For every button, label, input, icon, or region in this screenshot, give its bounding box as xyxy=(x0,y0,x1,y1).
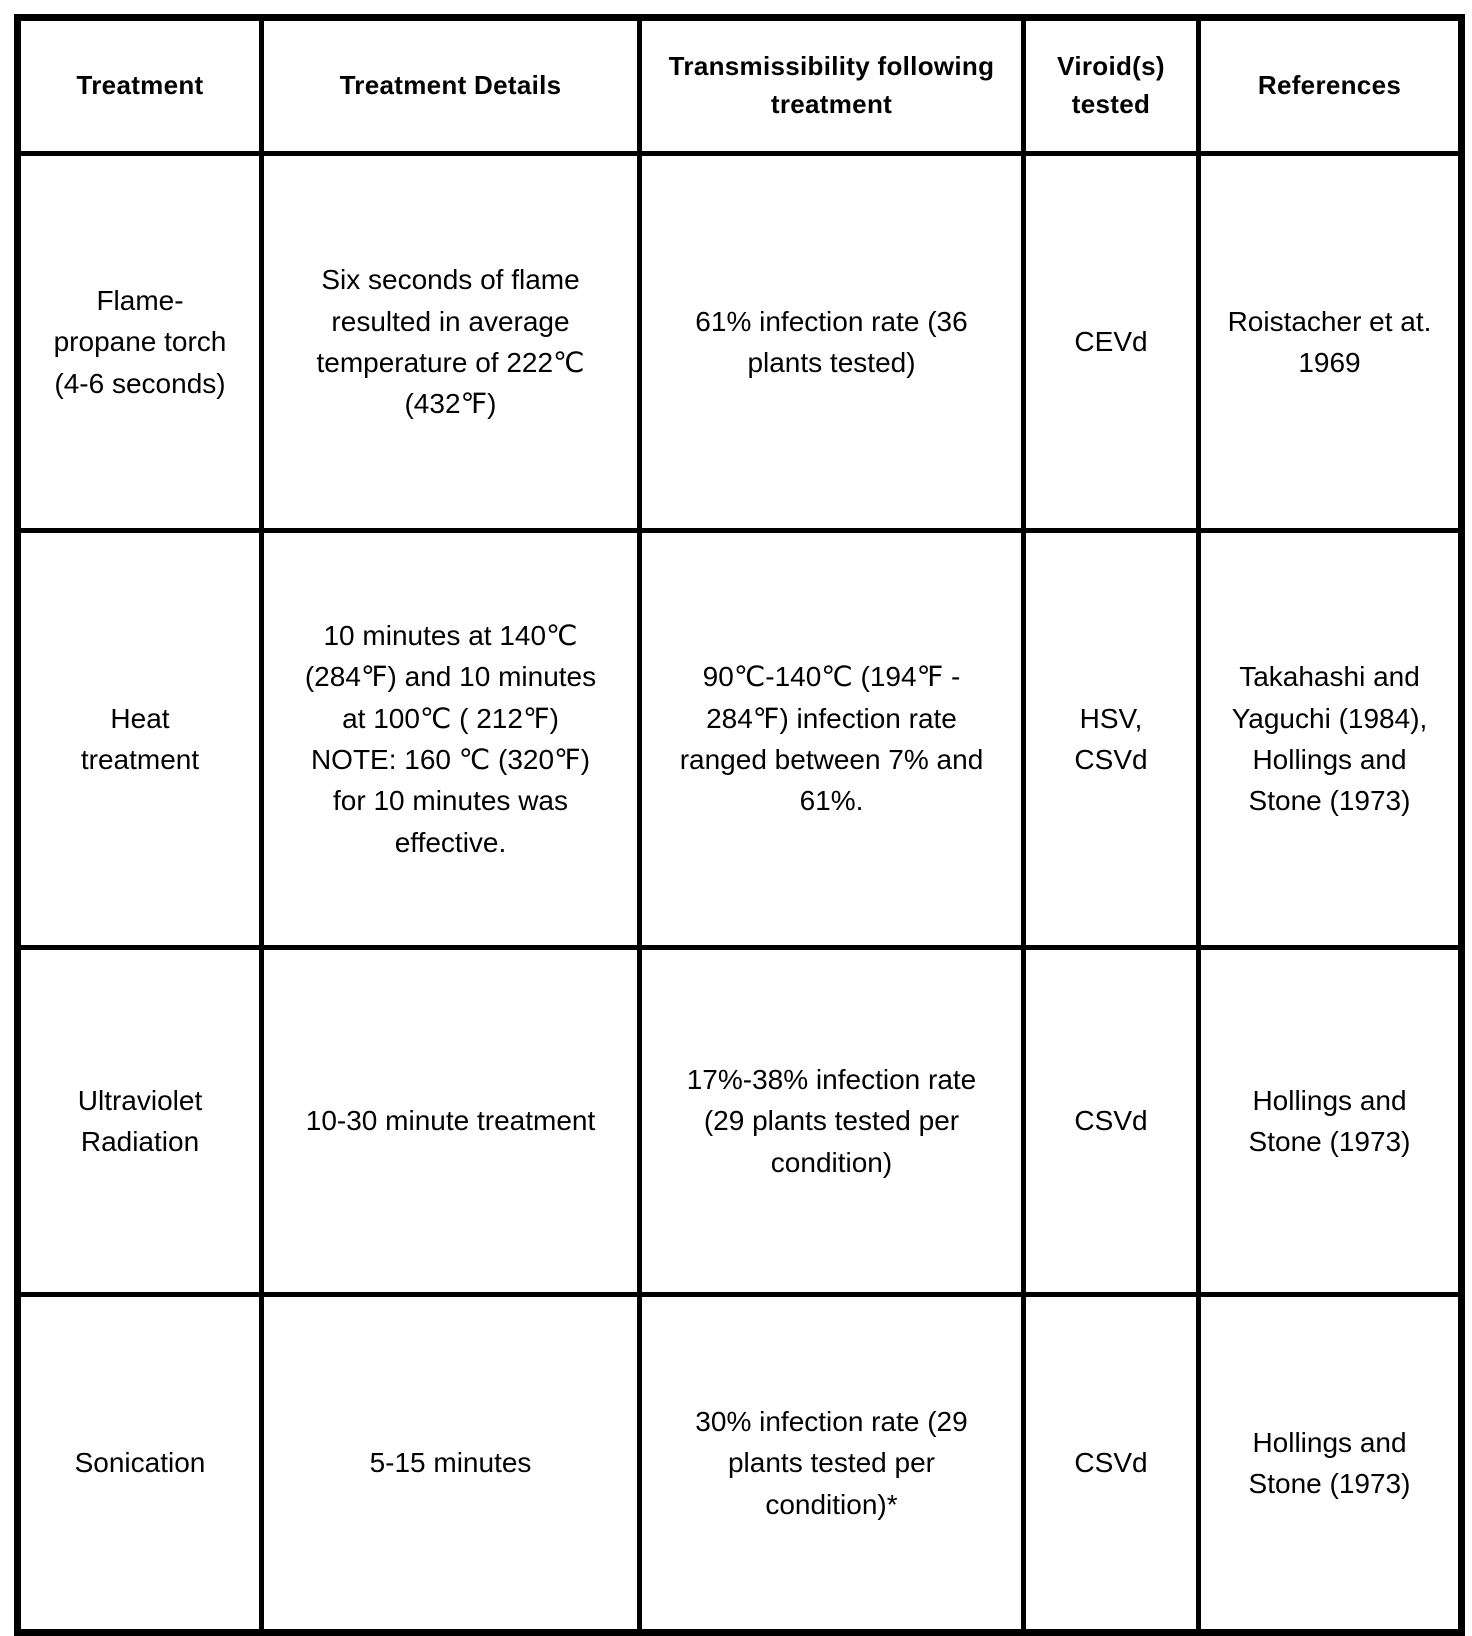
column-header-treatment: Treatment xyxy=(15,15,264,156)
viroid-treatment-table: Treatment Treatment Details Transmissibi… xyxy=(14,14,1465,1636)
column-header-treatment-details: Treatment Details xyxy=(259,15,642,156)
cell-references: Hollings and Stone (1973) xyxy=(1196,945,1464,1297)
cell-references: Roistacher et at. 1969 xyxy=(1196,151,1464,533)
cell-transmissibility: 17%-38% infection rate (29 plants tested… xyxy=(637,945,1026,1297)
header-row: Treatment Treatment Details Transmissibi… xyxy=(15,15,1464,156)
cell-treatment-details: 10-30 minute treatment xyxy=(259,945,642,1297)
table-row-flame-propane-torch: Flame-propane torch (4-6 seconds) Six se… xyxy=(15,151,1464,533)
cell-treatment: Sonication xyxy=(15,1292,264,1635)
column-header-references: References xyxy=(1196,15,1464,156)
cell-viroids-tested: HSV, CSVd xyxy=(1021,528,1201,950)
cell-treatment-details: 10 minutes at 140℃ (284℉) and 10 minutes… xyxy=(259,528,642,950)
document-page: Treatment Treatment Details Transmissibi… xyxy=(14,14,1465,1636)
table-row-sonication: Sonication 5-15 minutes 30% infection ra… xyxy=(15,1292,1464,1635)
cell-transmissibility: 61% infection rate (36 plants tested) xyxy=(637,151,1026,533)
cell-references: Takahashi and Yaguchi (1984), Hollings a… xyxy=(1196,528,1464,950)
cell-treatment-details: Six seconds of flame resulted in average… xyxy=(259,151,642,533)
table-row-ultraviolet-radiation: Ultraviolet Radiation 10-30 minute treat… xyxy=(15,945,1464,1297)
cell-transmissibility: 30% infection rate (29 plants tested per… xyxy=(637,1292,1026,1635)
cell-treatment: Ultraviolet Radiation xyxy=(15,945,264,1297)
column-header-viroids-tested: Viroid(s) tested xyxy=(1021,15,1201,156)
column-header-transmissibility: Transmissibility following treatment xyxy=(637,15,1026,156)
cell-treatment-details: 5-15 minutes xyxy=(259,1292,642,1635)
cell-transmissibility: 90℃-140℃ (194℉ - 284℉) infection rate ra… xyxy=(637,528,1026,950)
cell-viroids-tested: CSVd xyxy=(1021,945,1201,1297)
cell-viroids-tested: CSVd xyxy=(1021,1292,1201,1635)
cell-treatment: Flame-propane torch (4-6 seconds) xyxy=(15,151,264,533)
cell-treatment: Heat treatment xyxy=(15,528,264,950)
cell-viroids-tested: CEVd xyxy=(1021,151,1201,533)
cell-references: Hollings and Stone (1973) xyxy=(1196,1292,1464,1635)
table-row-heat-treatment: Heat treatment 10 minutes at 140℃ (284℉)… xyxy=(15,528,1464,950)
